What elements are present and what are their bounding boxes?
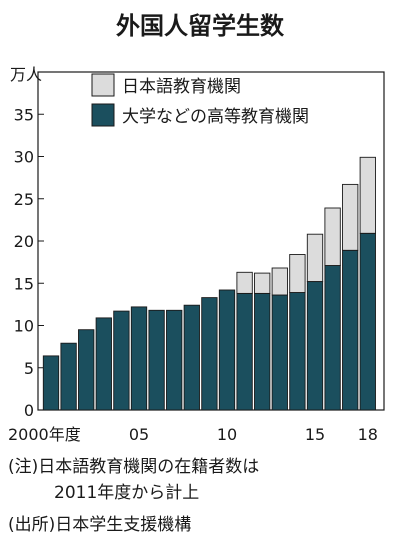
y-tick-label: 25: [14, 190, 34, 209]
bar-higher-education: [113, 310, 130, 411]
bar-higher-education: [271, 294, 288, 411]
bar-higher-education: [289, 292, 306, 411]
bar-higher-education: [95, 317, 112, 411]
bar-higher-education: [254, 292, 271, 411]
chart-title: 外国人留学生数: [116, 12, 284, 40]
legend-swatch: [91, 73, 115, 97]
bar-higher-education: [148, 309, 165, 411]
x-tick-label: 15: [305, 425, 325, 444]
footnote-line-2: 2011年度から計上: [54, 483, 200, 503]
bar-higher-education: [342, 249, 359, 411]
bar-japanese-language-school: [271, 267, 288, 296]
bar-higher-education: [166, 309, 183, 411]
bar-higher-education: [359, 232, 376, 411]
bar-japanese-language-school: [306, 233, 324, 282]
bar-higher-education: [236, 292, 253, 411]
x-tick-label: 05: [129, 425, 149, 444]
bar-higher-education: [201, 297, 218, 411]
y-tick-label: 0: [24, 401, 34, 420]
bar-higher-education: [60, 342, 77, 411]
legend-label: 大学などの高等教育機関: [122, 107, 309, 127]
bar-higher-education: [324, 265, 341, 411]
bar-japanese-language-school: [324, 207, 341, 266]
bar-japanese-language-school: [236, 271, 253, 294]
y-axis-unit-label: 万人: [10, 65, 42, 84]
bar-higher-education: [306, 281, 324, 411]
bar-higher-education: [183, 304, 200, 411]
y-tick-label: 5: [24, 359, 34, 378]
bar-higher-education: [78, 329, 95, 411]
bar-higher-education: [130, 306, 148, 411]
bar-japanese-language-school: [359, 156, 376, 234]
x-tick-label: 10: [217, 425, 237, 444]
source-credit: (出所)日本学生支援機構: [8, 515, 192, 535]
x-tick-label: 2000年度: [8, 425, 81, 444]
y-tick-label: 30: [14, 148, 34, 167]
x-tick-label: 18: [358, 425, 378, 444]
y-tick-label: 35: [14, 105, 34, 124]
bar-higher-education: [218, 289, 236, 411]
y-tick-label: 10: [14, 317, 34, 336]
bar-japanese-language-school: [342, 183, 359, 251]
bar-japanese-language-school: [289, 254, 306, 293]
legend-swatch: [91, 103, 115, 127]
footnote-line-1: (注)日本語教育機関の在籍者数は: [8, 457, 260, 477]
legend-label: 日本語教育機関: [122, 77, 241, 97]
bar-higher-education: [42, 355, 60, 411]
y-tick-label: 15: [14, 274, 34, 293]
bar-japanese-language-school: [254, 272, 271, 294]
y-tick-label: 20: [14, 232, 34, 251]
